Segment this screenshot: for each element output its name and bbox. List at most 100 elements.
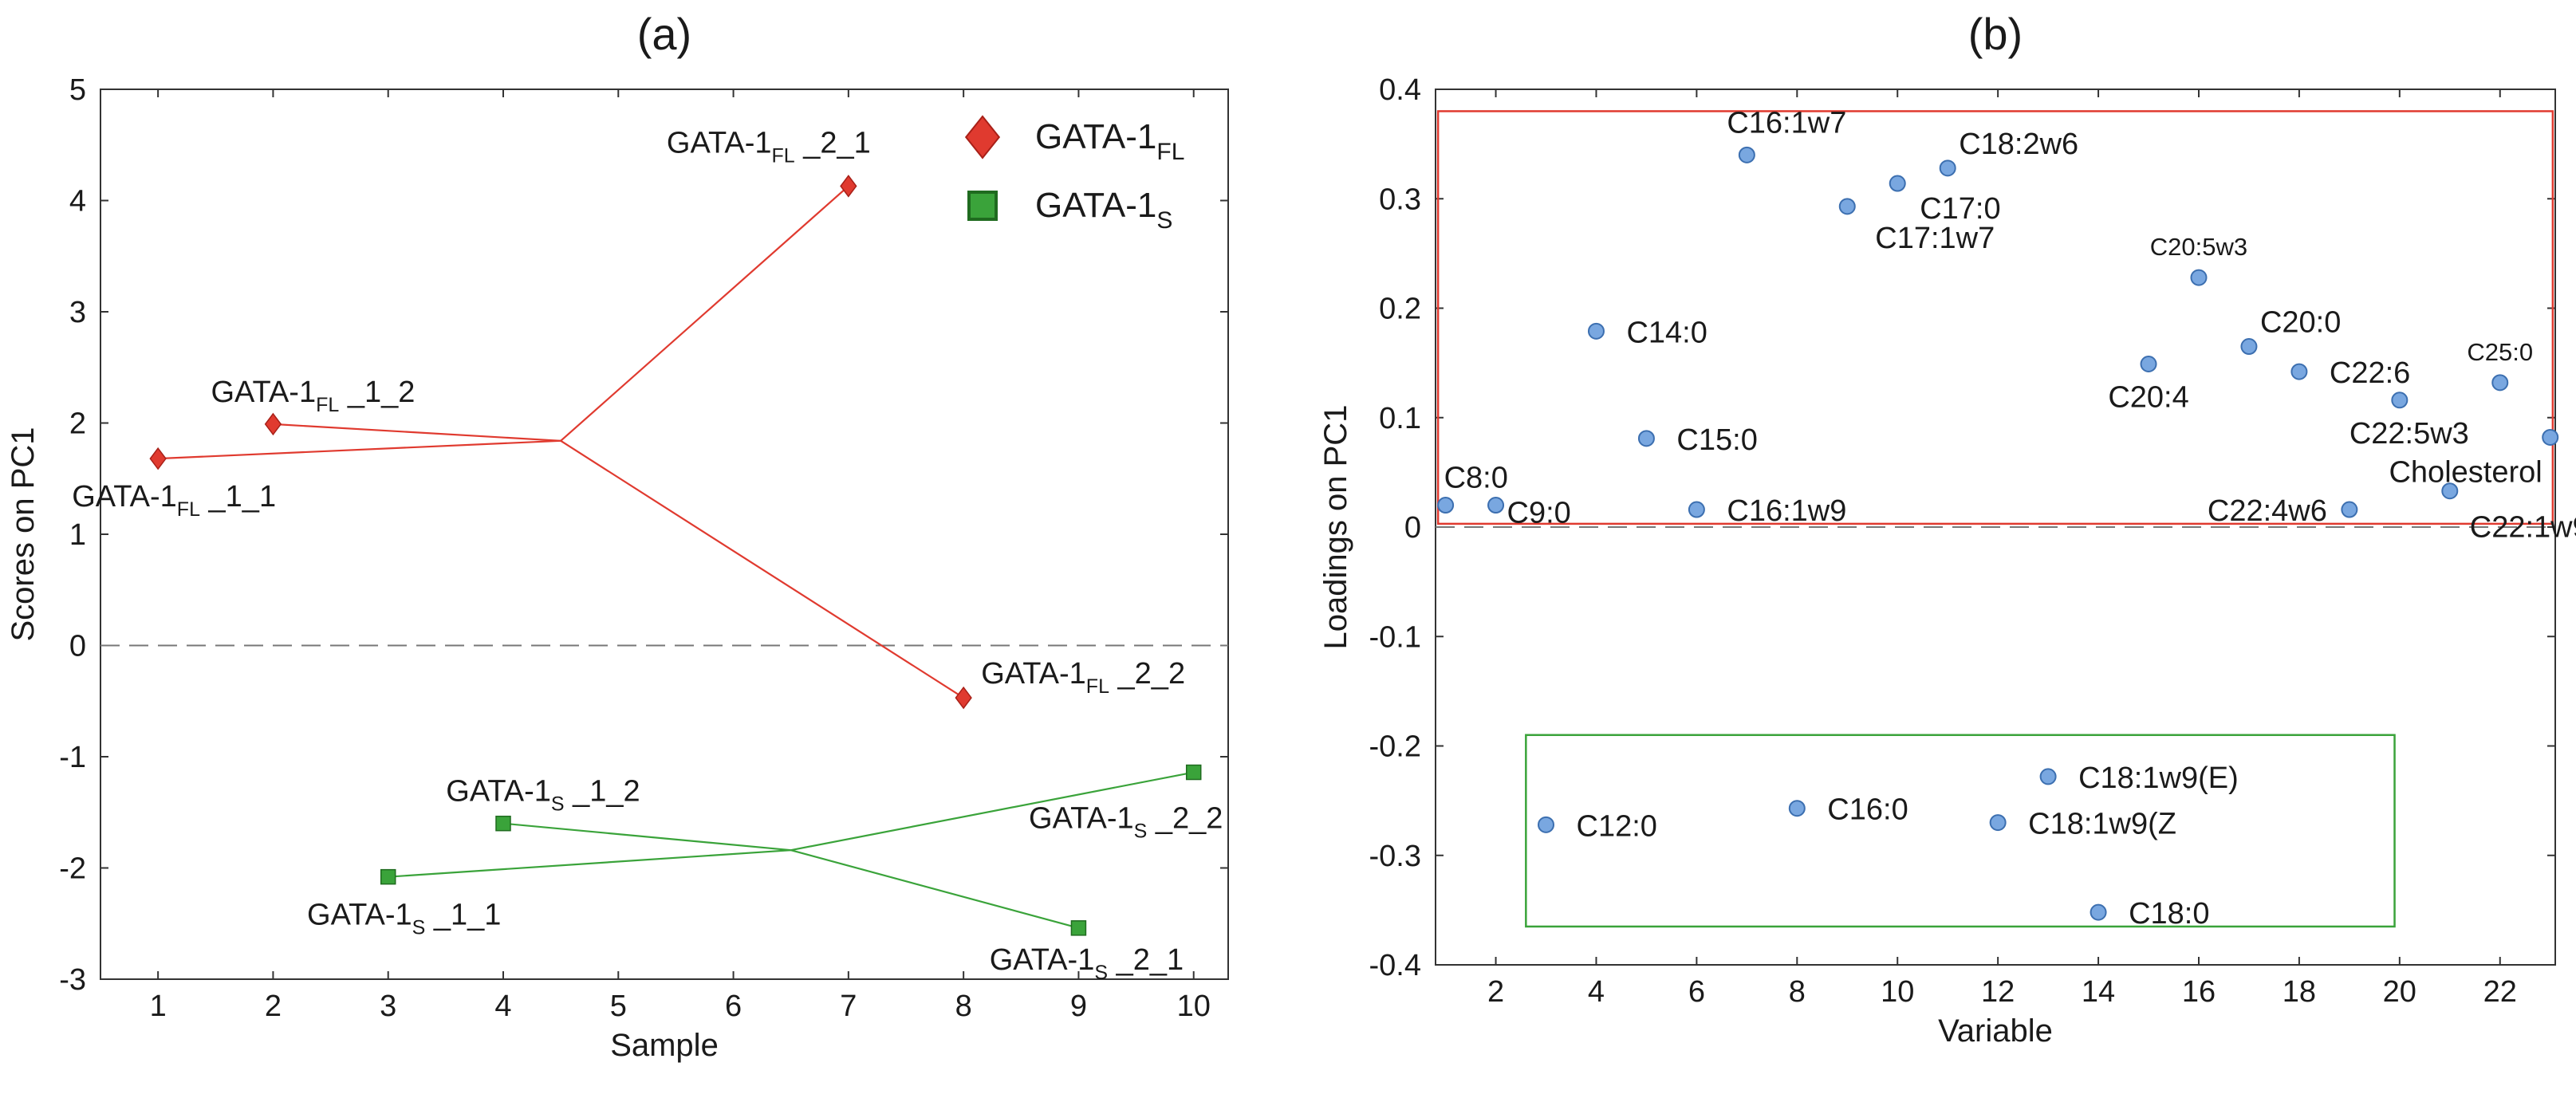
fl-series-point-label-suffix: _2_1 xyxy=(795,126,871,159)
fl-series-point-label-main: GATA-1 xyxy=(667,126,772,159)
s-series-point-label-main: GATA-1 xyxy=(990,943,1095,977)
panel-a-xtick-label: 2 xyxy=(265,990,282,1023)
fl-series-point-label: GATA-1FL _1_2 xyxy=(211,376,415,416)
loading-point-label: C20:0 xyxy=(2260,306,2341,340)
fl-series-point-4 xyxy=(955,686,972,710)
fl-series-point-1 xyxy=(149,447,167,470)
loading-point-21 xyxy=(2441,482,2459,500)
loading-point-19 xyxy=(2341,501,2358,518)
fl-series-point-3 xyxy=(840,175,857,198)
s-series-point-label: GATA-1S _1_2 xyxy=(446,775,640,816)
panel-b-xtick-label: 18 xyxy=(2283,975,2316,1009)
loading-point-8 xyxy=(1788,800,1806,817)
panel-b-ytick-label: -0.3 xyxy=(1369,840,1421,873)
panel-a-ytick-label: 5 xyxy=(69,73,86,107)
loading-point-20 xyxy=(2391,392,2409,409)
panel-b-ytick-label: 0.2 xyxy=(1379,293,1421,326)
fl-series-point-label-suffix: _1_1 xyxy=(200,480,276,514)
positive-loadings-box xyxy=(1436,110,2554,525)
loading-point-11 xyxy=(1939,159,1956,177)
loading-point-23 xyxy=(2542,428,2559,446)
loading-point-12 xyxy=(1989,814,2007,832)
s-series-point-label-suffix: _1_1 xyxy=(425,899,501,932)
s-series-dendrogram-branch xyxy=(790,771,1194,852)
legend-fl-diamond-icon xyxy=(964,115,1001,159)
panel-b-ytick-label: 0.3 xyxy=(1379,183,1421,216)
panel-a-xtick-label: 1 xyxy=(150,990,167,1023)
loading-point-label: C8:0 xyxy=(1444,462,1508,495)
panel-a-ytick-label: -2 xyxy=(59,852,86,886)
fl-series-point-label-main: GATA-1 xyxy=(981,657,1086,691)
panel-a-title: (a) xyxy=(637,9,691,59)
fl-series-point-label-subscript: FL xyxy=(1086,675,1109,698)
loading-point-label: C17:0 xyxy=(1920,192,2000,226)
panel-a-xtick-label: 7 xyxy=(840,990,857,1023)
panel-a-ytick-label: 4 xyxy=(69,185,86,218)
s-series-point-label-subscript: S xyxy=(1134,821,1148,843)
s-series-point-3 xyxy=(1070,920,1087,936)
loading-point-3 xyxy=(1538,816,1555,833)
panel-b-ytick-label: -0.1 xyxy=(1369,620,1421,654)
s-series-point-label-suffix: _2_1 xyxy=(1108,943,1184,977)
loading-point-label: C22:5w3 xyxy=(2350,417,2469,451)
s-series-point-label-suffix: _2_2 xyxy=(1147,802,1223,836)
s-series-dendrogram-branch xyxy=(790,849,1079,929)
loading-point-5 xyxy=(1637,430,1655,447)
loading-point-1 xyxy=(1437,497,1455,514)
loading-point-label: C20:4 xyxy=(2108,380,2188,414)
panel-b-ytick-label: -0.2 xyxy=(1369,730,1421,764)
fl-series-dendrogram-branch xyxy=(560,185,849,442)
loading-point-15 xyxy=(2140,355,2157,372)
loading-point-label: C17:1w7 xyxy=(1875,222,1995,255)
panel-b-ytick-label: 0.1 xyxy=(1379,402,1421,435)
fl-series-dendrogram-branch xyxy=(273,423,561,442)
loading-point-label: C12:0 xyxy=(1577,809,1657,843)
panel-b-xtick-label: 10 xyxy=(1881,975,1914,1009)
panel-b-y-axis-label: Loadings on PC1 xyxy=(1318,405,1353,650)
s-series-point-label: GATA-1S _2_2 xyxy=(1029,802,1223,843)
panel-b-xtick-label: 2 xyxy=(1487,975,1504,1009)
panel-a-y-axis-label: Scores on PC1 xyxy=(6,427,41,641)
panel-b-xtick-label: 12 xyxy=(1981,975,2015,1009)
fl-series-point-label-subscript: FL xyxy=(772,144,795,167)
panel-b-xtick-label: 20 xyxy=(2383,975,2416,1009)
panel-b-ytick-label: 0 xyxy=(1404,511,1421,545)
loading-point-14 xyxy=(2090,903,2107,921)
loading-point-7 xyxy=(1738,146,1755,163)
s-series-point-label-main: GATA-1 xyxy=(307,899,412,932)
loading-point-16 xyxy=(2190,269,2208,286)
loading-point-label: C18:1w9(Z xyxy=(2028,808,2176,841)
panel-b-xtick-label: 14 xyxy=(2082,975,2115,1009)
s-series-point-1 xyxy=(380,868,396,885)
legend-entry-subscript: S xyxy=(1156,207,1172,234)
panel-a-xtick-label: 8 xyxy=(955,990,972,1023)
loading-point-13 xyxy=(2039,768,2057,785)
s-series-point-label-subscript: S xyxy=(1094,962,1108,984)
loading-point-label: C16:0 xyxy=(1827,793,1908,827)
loading-point-label: C22:1w9 xyxy=(2470,511,2576,545)
legend-entry-2: GATA-1S xyxy=(1035,186,1172,234)
panel-a-ytick-label: 0 xyxy=(69,630,86,663)
panel-a-ytick-label: -3 xyxy=(59,963,86,997)
s-series-point-label: GATA-1S _2_1 xyxy=(990,943,1184,984)
panel-a-xtick-label: 3 xyxy=(380,990,396,1023)
panel-a-x-axis-label: Sample xyxy=(610,1028,719,1063)
panel-a-ytick-label: -1 xyxy=(59,741,86,774)
s-series-point-label: GATA-1S _1_1 xyxy=(307,899,501,939)
s-series-point-label-subscript: S xyxy=(551,793,565,816)
legend-entry-main: GATA-1 xyxy=(1035,186,1156,225)
loading-point-label: C18:2w6 xyxy=(1959,128,2078,161)
panel-a-xtick-label: 9 xyxy=(1070,990,1087,1023)
loading-point-label: C25:0 xyxy=(2467,338,2533,366)
s-series-point-label-subscript: S xyxy=(412,917,426,939)
loading-point-18 xyxy=(2290,363,2308,380)
fl-series-point-label-main: GATA-1 xyxy=(72,480,177,514)
loading-point-22 xyxy=(2491,374,2509,392)
s-series-point-2 xyxy=(495,815,511,832)
s-series-point-label-main: GATA-1 xyxy=(446,775,551,809)
fl-series-point-2 xyxy=(264,412,282,436)
s-series-point-label-main: GATA-1 xyxy=(1029,802,1134,836)
fl-series-point-label-main: GATA-1 xyxy=(211,376,316,409)
